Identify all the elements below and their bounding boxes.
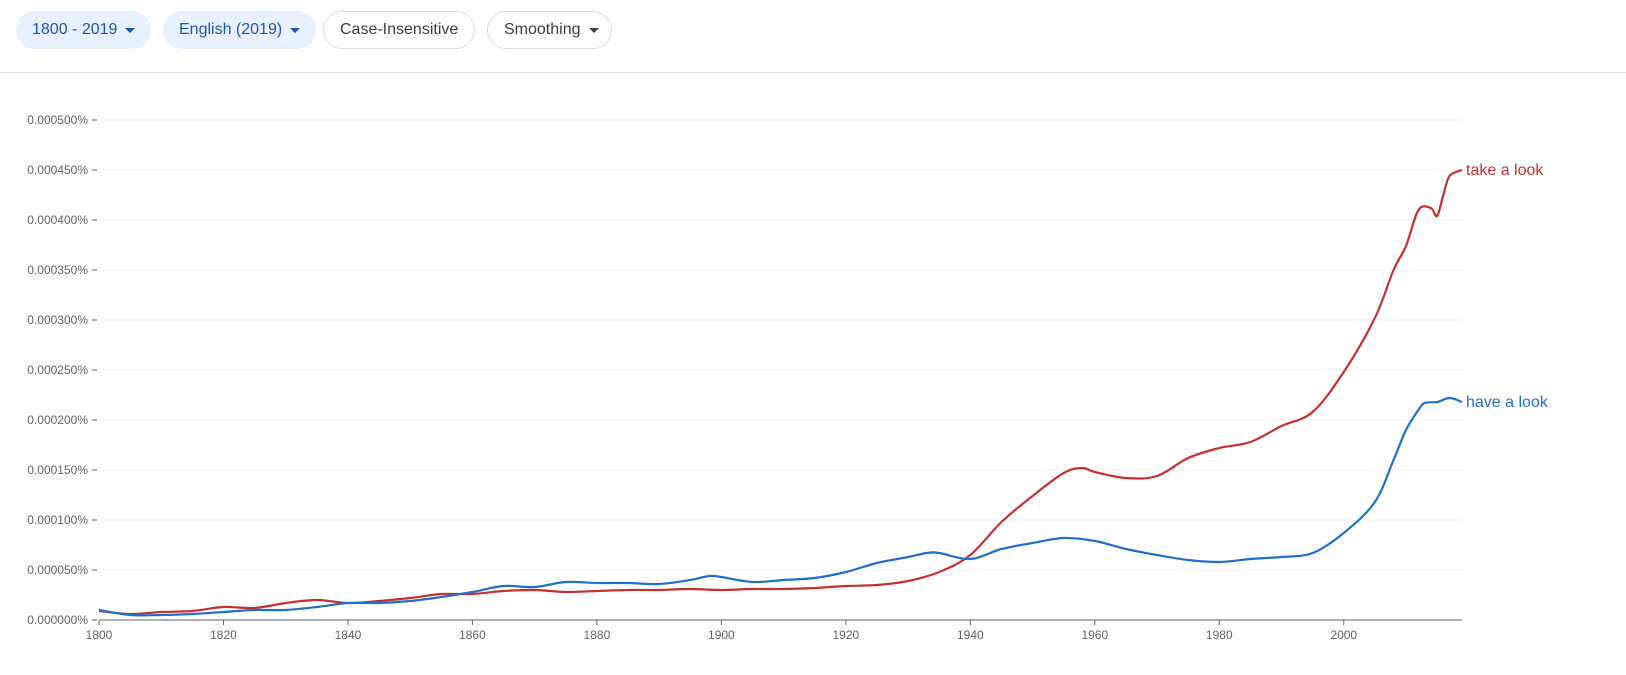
x-tick-label: 1860: [459, 628, 486, 642]
series-line-take-a-look: [98, 168, 1463, 616]
y-tick-label: 0.000450%: [27, 163, 88, 177]
x-tick-label: 1880: [584, 628, 611, 642]
smoothing-dropdown[interactable]: Smoothing: [487, 11, 612, 49]
x-tick-label: 2000: [1330, 628, 1357, 642]
y-tick-label: 0.000200%: [27, 413, 88, 427]
case-label: Case-Insensitive: [340, 21, 459, 38]
y-tick-label: 0.000100%: [27, 513, 88, 527]
caret-down-icon: [588, 27, 599, 33]
x-tick-label: 1820: [210, 628, 237, 642]
caret-down-icon: [290, 27, 301, 33]
series-label: have a look: [1466, 394, 1549, 411]
corpus-label: English (2019): [179, 21, 283, 38]
x-tick-label: 1980: [1206, 628, 1233, 642]
y-tick-label: 0.000300%: [27, 313, 88, 327]
toolbar: 1800 - 2019 English (2019) Case-Insensit…: [0, 0, 1626, 73]
y-tick-label: 0.000050%: [27, 563, 88, 577]
y-tick-label: 0.000250%: [27, 363, 88, 377]
y-tick-label: 0.000000%: [27, 613, 88, 627]
case-insensitive-toggle[interactable]: Case-Insensitive: [323, 11, 476, 49]
corpus-dropdown[interactable]: English (2019): [163, 11, 317, 49]
x-tick-label: 1840: [335, 628, 362, 642]
y-tick-label: 0.000400%: [27, 213, 88, 227]
year-range-dropdown[interactable]: 1800 - 2019: [16, 11, 152, 49]
x-tick-label: 1940: [957, 628, 984, 642]
x-tick-label: 1900: [708, 628, 735, 642]
smoothing-label: Smoothing: [504, 21, 581, 38]
y-tick-label: 0.000500%: [27, 113, 88, 127]
x-tick-label: 1920: [832, 628, 859, 642]
y-tick-label: 0.000350%: [27, 263, 88, 277]
x-tick-label: 1960: [1081, 628, 1108, 642]
caret-down-icon: [125, 27, 136, 33]
series-label: take a look: [1466, 162, 1544, 179]
series-line-have-a-look: [98, 396, 1463, 617]
x-tick-label: 1800: [86, 628, 113, 642]
year-range-label: 1800 - 2019: [32, 21, 118, 38]
y-tick-label: 0.000150%: [27, 463, 88, 477]
